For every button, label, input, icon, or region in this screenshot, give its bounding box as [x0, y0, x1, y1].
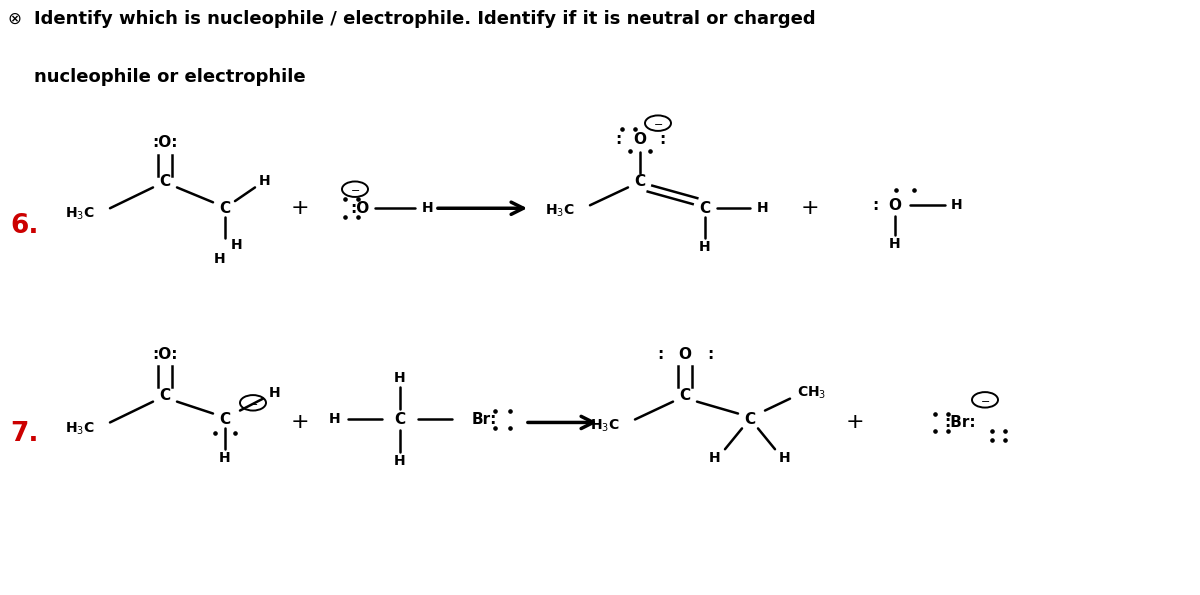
- Text: C: C: [395, 412, 406, 427]
- Text: C: C: [700, 201, 710, 216]
- Text: H$_3$C: H$_3$C: [65, 420, 95, 437]
- Text: H: H: [757, 201, 769, 215]
- Text: $-$: $-$: [653, 118, 664, 128]
- Text: +: +: [290, 198, 310, 218]
- Text: ⊗: ⊗: [7, 10, 22, 29]
- Text: 6.: 6.: [11, 213, 40, 239]
- Text: H$_3$C: H$_3$C: [65, 206, 95, 223]
- Text: H: H: [779, 451, 791, 465]
- Text: C: C: [679, 388, 690, 403]
- Text: C: C: [220, 201, 230, 216]
- Text: $-$: $-$: [980, 395, 990, 405]
- Text: H: H: [952, 198, 962, 212]
- Text: O: O: [678, 346, 691, 362]
- Text: nucleophile or electrophile: nucleophile or electrophile: [34, 68, 305, 86]
- Text: C: C: [160, 174, 170, 189]
- Text: H: H: [220, 451, 230, 465]
- Text: :O: :O: [350, 201, 370, 216]
- Text: CH$_3$: CH$_3$: [797, 384, 827, 401]
- Text: Identify which is nucleophile / electrophile. Identify if it is neutral or charg: Identify which is nucleophile / electrop…: [34, 10, 815, 29]
- Text: +: +: [290, 412, 310, 433]
- Text: C: C: [160, 388, 170, 403]
- Text: +: +: [846, 412, 864, 433]
- Text: H: H: [709, 451, 721, 465]
- Text: H: H: [700, 240, 710, 254]
- Text: +: +: [800, 198, 820, 218]
- Text: :: :: [656, 346, 664, 362]
- Text: :: :: [872, 198, 878, 213]
- Text: 7.: 7.: [11, 421, 40, 447]
- Text: H: H: [422, 201, 434, 215]
- Text: H: H: [394, 454, 406, 468]
- Text: H: H: [214, 252, 226, 266]
- Text: C: C: [220, 412, 230, 427]
- Text: H: H: [329, 412, 341, 427]
- Text: H: H: [889, 237, 901, 251]
- Text: H: H: [259, 174, 271, 189]
- Text: :O:: :O:: [152, 135, 178, 151]
- Text: H: H: [394, 371, 406, 385]
- Text: H: H: [269, 386, 281, 400]
- Text: :: :: [659, 132, 665, 148]
- Text: H: H: [232, 238, 242, 252]
- Text: H$_3$C: H$_3$C: [590, 417, 620, 434]
- Text: :O:: :O:: [152, 346, 178, 362]
- Text: $-$: $-$: [248, 398, 258, 408]
- Text: :: :: [614, 132, 622, 148]
- Text: H$_3$C: H$_3$C: [545, 203, 575, 220]
- Text: Br:: Br:: [472, 412, 497, 427]
- Text: :: :: [707, 346, 713, 362]
- Text: :Br:: :Br:: [944, 415, 976, 430]
- Text: C: C: [744, 412, 756, 427]
- Text: O: O: [888, 198, 901, 213]
- Text: $-$: $-$: [350, 184, 360, 194]
- Text: C: C: [635, 174, 646, 189]
- Text: O: O: [634, 132, 647, 148]
